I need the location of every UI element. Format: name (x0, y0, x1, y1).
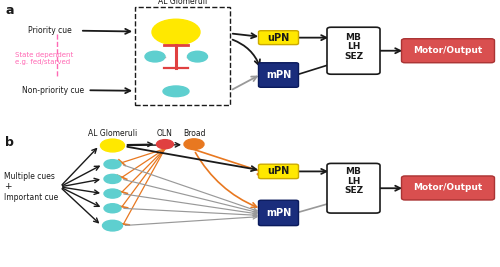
Text: Motor/Output: Motor/Output (414, 46, 482, 55)
Text: uPN: uPN (268, 33, 289, 43)
FancyBboxPatch shape (327, 27, 380, 74)
Text: Multiple cues: Multiple cues (4, 172, 55, 181)
Circle shape (156, 140, 174, 149)
Text: MB: MB (346, 33, 362, 42)
Text: AL Glomeruli: AL Glomeruli (158, 0, 207, 6)
Circle shape (152, 19, 200, 45)
Ellipse shape (163, 86, 189, 97)
FancyBboxPatch shape (327, 163, 380, 213)
Text: +: + (4, 182, 12, 191)
Circle shape (188, 51, 208, 62)
Text: Broad: Broad (183, 129, 206, 138)
Text: mPN: mPN (266, 70, 291, 80)
Text: Motor/Output: Motor/Output (414, 183, 482, 193)
FancyBboxPatch shape (258, 63, 298, 87)
Text: OLN: OLN (192, 54, 207, 60)
FancyBboxPatch shape (402, 176, 494, 200)
Text: Priority cue: Priority cue (28, 26, 72, 35)
Text: uPN: uPN (268, 166, 289, 176)
Text: SEZ: SEZ (344, 52, 363, 61)
FancyBboxPatch shape (402, 39, 494, 63)
Text: MB: MB (346, 167, 362, 176)
Circle shape (184, 139, 204, 150)
Text: AL Glomeruli: AL Glomeruli (88, 129, 137, 138)
FancyBboxPatch shape (258, 164, 298, 179)
Text: b: b (5, 136, 14, 149)
Circle shape (145, 51, 165, 62)
Text: LH: LH (347, 42, 360, 51)
Circle shape (104, 204, 121, 213)
Text: State dependent: State dependent (15, 52, 73, 58)
Text: e.g. fed/starved: e.g. fed/starved (15, 59, 70, 65)
Text: mPN: mPN (266, 208, 291, 218)
Circle shape (104, 174, 121, 183)
Text: OLN: OLN (157, 129, 173, 138)
FancyBboxPatch shape (258, 31, 298, 45)
Circle shape (102, 220, 122, 231)
Text: SEZ: SEZ (344, 186, 363, 195)
Text: Important cue: Important cue (4, 193, 58, 202)
FancyBboxPatch shape (258, 200, 298, 226)
Circle shape (104, 189, 121, 198)
Text: LH: LH (347, 176, 360, 186)
Text: Non-priority cue: Non-priority cue (22, 86, 84, 95)
Circle shape (104, 160, 121, 169)
Circle shape (100, 139, 124, 152)
Text: a: a (5, 4, 14, 17)
